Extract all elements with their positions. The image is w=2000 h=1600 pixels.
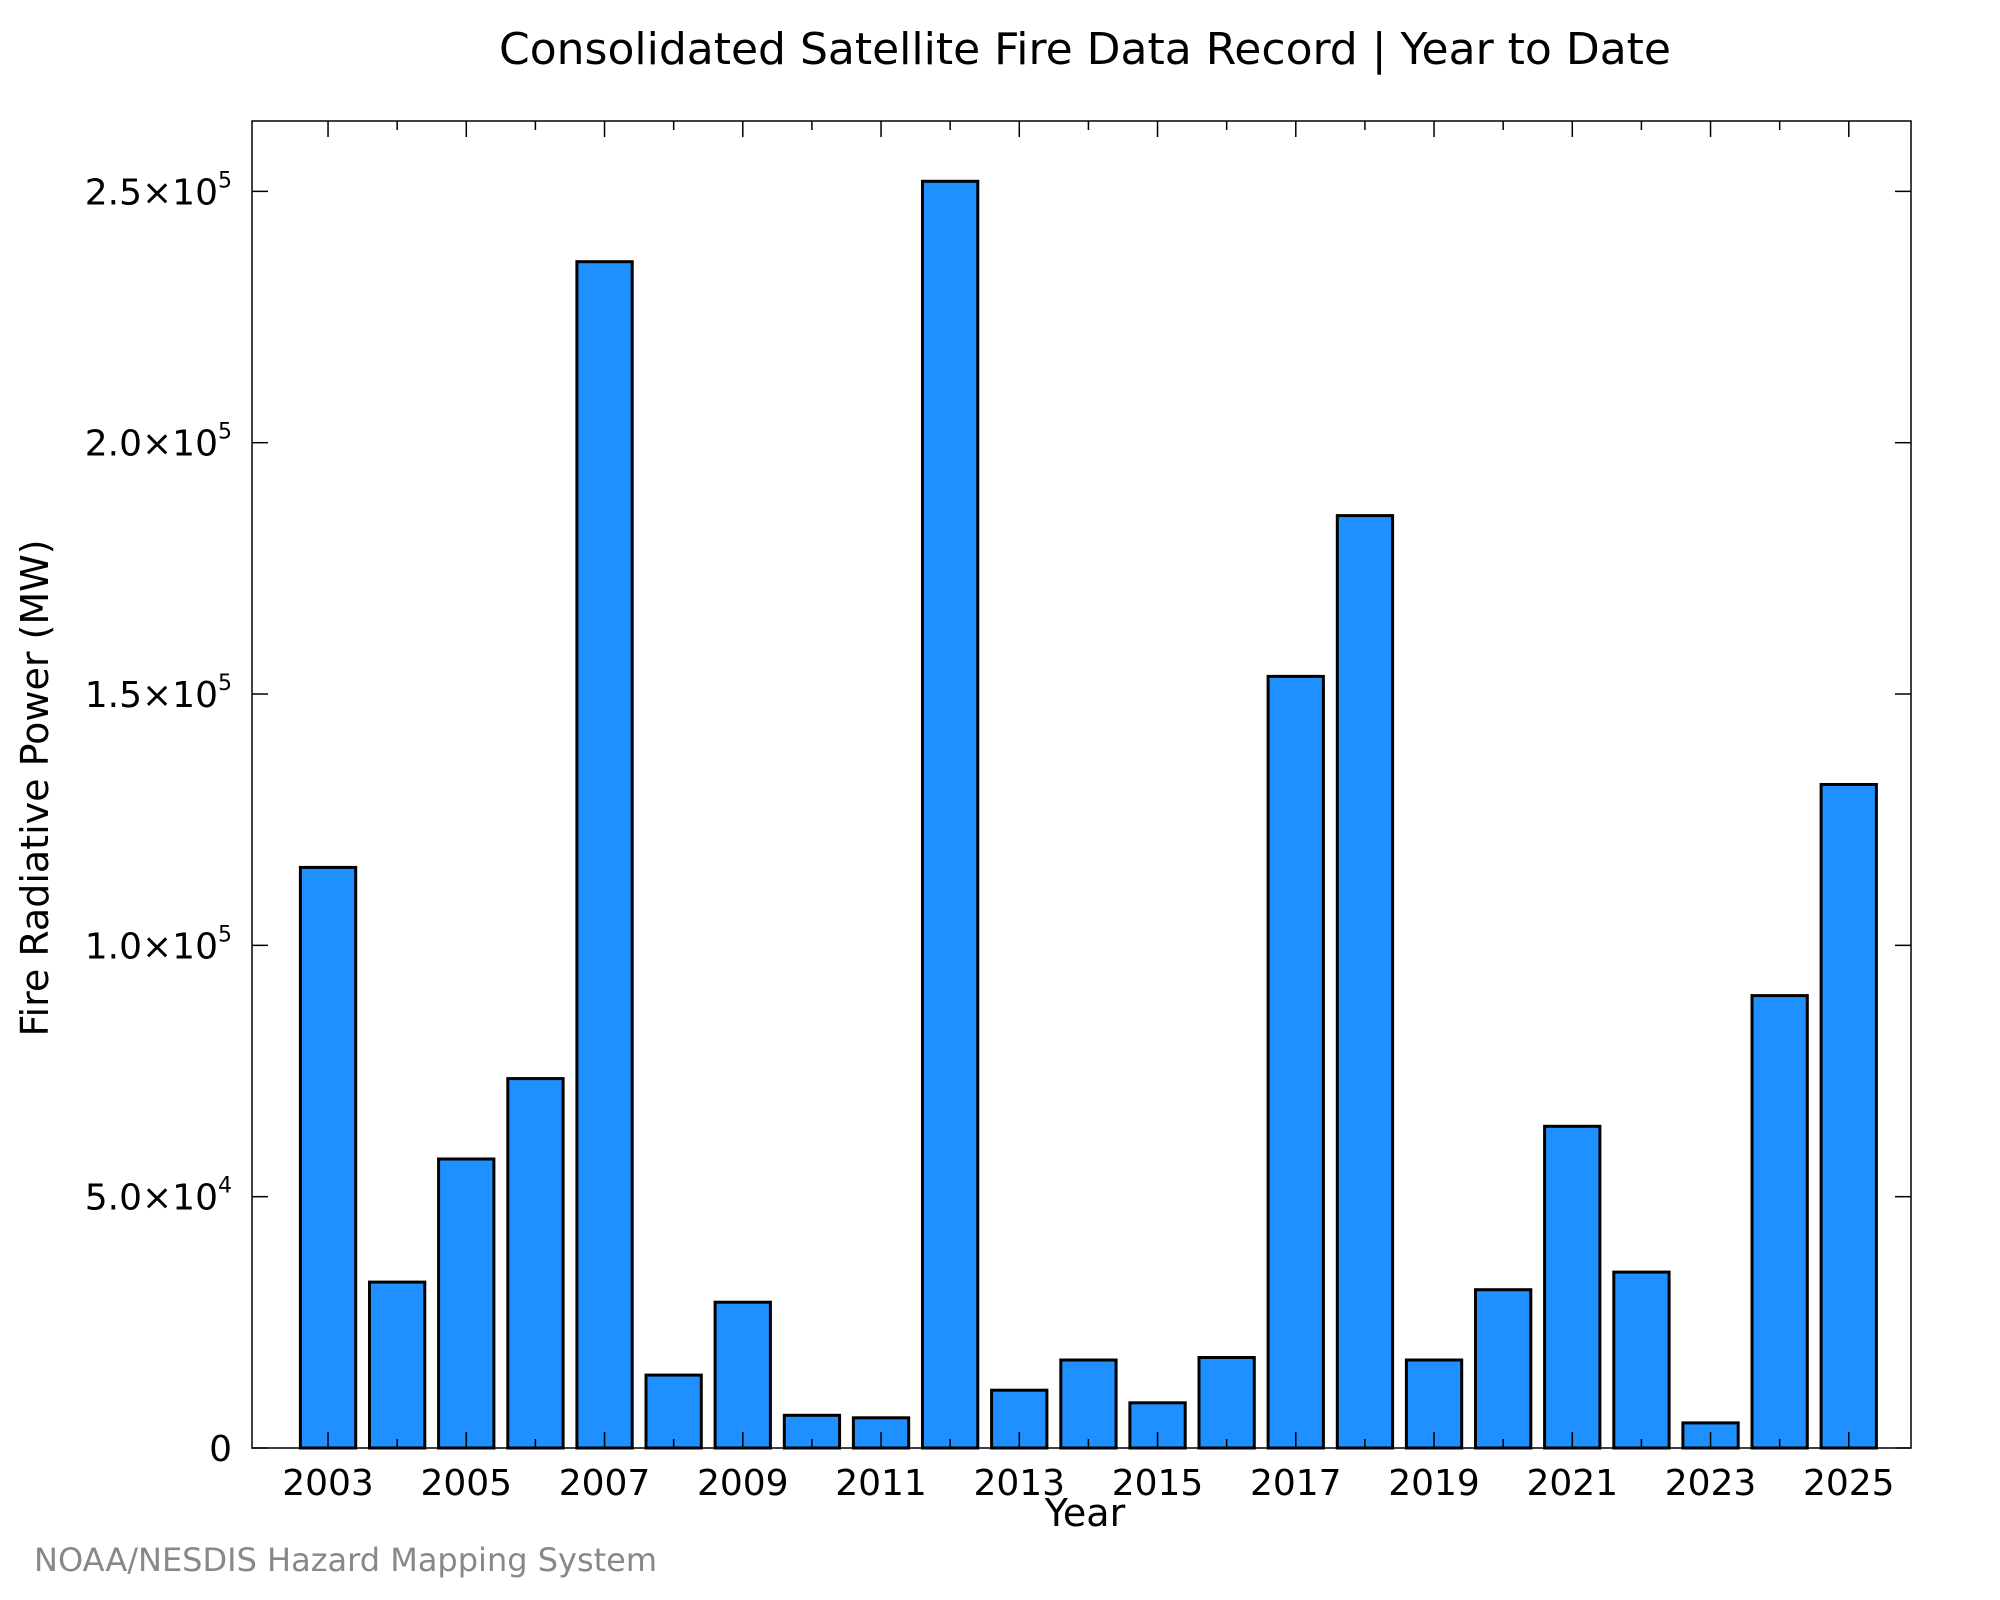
x-tick-label: 2023 — [1665, 1463, 1757, 1504]
bars-layer — [298, 179, 1878, 1450]
bar-2020 — [1474, 1288, 1533, 1450]
y-tick-mantissa: 2.0×10 — [85, 424, 218, 465]
y-tick-label: 0 — [209, 1429, 232, 1470]
x-axis-label: Year — [1044, 1491, 1126, 1535]
x-tick-label: 2021 — [1526, 1463, 1618, 1504]
bar-2025 — [1819, 783, 1878, 1450]
y-tick-exponent: 5 — [218, 168, 232, 193]
y-tick-exponent: 5 — [218, 420, 232, 445]
credit-text: NOAA/NESDIS Hazard Mapping System — [34, 1541, 657, 1579]
y-tick-exponent: 4 — [218, 1174, 232, 1199]
bar-2021 — [1543, 1124, 1602, 1450]
x-tick-label: 2017 — [1250, 1463, 1342, 1504]
bar-2009 — [713, 1300, 772, 1450]
y-tick-exponent: 5 — [218, 922, 232, 947]
bar-2006 — [506, 1077, 565, 1450]
y-tick-label: 1.5×105 — [85, 671, 232, 716]
y-tick-exponent: 5 — [218, 671, 232, 696]
x-tick-label: 2005 — [420, 1463, 512, 1504]
bar-2012 — [921, 179, 980, 1450]
x-tick-label: 2009 — [697, 1463, 789, 1504]
bar-2018 — [1335, 514, 1395, 1450]
y-tick-label: 1.0×105 — [85, 922, 232, 967]
bar-2008 — [644, 1373, 703, 1450]
x-tick-label: 2019 — [1388, 1463, 1480, 1504]
y-tick-mantissa: 1.0×10 — [85, 926, 218, 967]
y-axis-label: Fire Radiative Power (MW) — [13, 539, 57, 1036]
bar-2004 — [368, 1280, 427, 1450]
y-tick-mantissa: 0 — [209, 1429, 232, 1470]
bar-2007 — [575, 260, 634, 1450]
y-tick-label: 2.5×105 — [85, 168, 232, 213]
bar-2014 — [1059, 1358, 1118, 1450]
ticks-layer — [252, 121, 1911, 1449]
bar-2003 — [298, 865, 358, 1450]
chart-title: Consolidated Satellite Fire Data Record … — [499, 24, 1671, 75]
x-tick-label: 2015 — [1112, 1463, 1204, 1504]
bar-2022 — [1612, 1270, 1671, 1450]
x-tick-label: 2025 — [1803, 1463, 1895, 1504]
x-tick-label: 2013 — [973, 1463, 1065, 1504]
x-tick-label: 2003 — [282, 1463, 374, 1504]
y-tick-mantissa: 2.5×10 — [85, 172, 218, 213]
bar-2017 — [1266, 674, 1325, 1450]
x-tick-label: 2011 — [835, 1463, 927, 1504]
x-tick-labels: 2003 2005 2007 2009 2011 2013 2015 2017 2019 2021… — [282, 1463, 1894, 1504]
plot-frame — [251, 120, 1912, 1449]
bar-2024 — [1750, 994, 1809, 1450]
bar-2016 — [1197, 1356, 1256, 1450]
y-tick-mantissa: 5.0×10 — [85, 1178, 218, 1219]
x-tick-label: 2007 — [559, 1463, 651, 1504]
bar-2005 — [437, 1157, 496, 1450]
y-tick-label: 2.0×105 — [85, 420, 232, 465]
y-tick-label: 5.0×104 — [85, 1174, 232, 1219]
y-tick-mantissa: 1.5×10 — [85, 675, 218, 716]
